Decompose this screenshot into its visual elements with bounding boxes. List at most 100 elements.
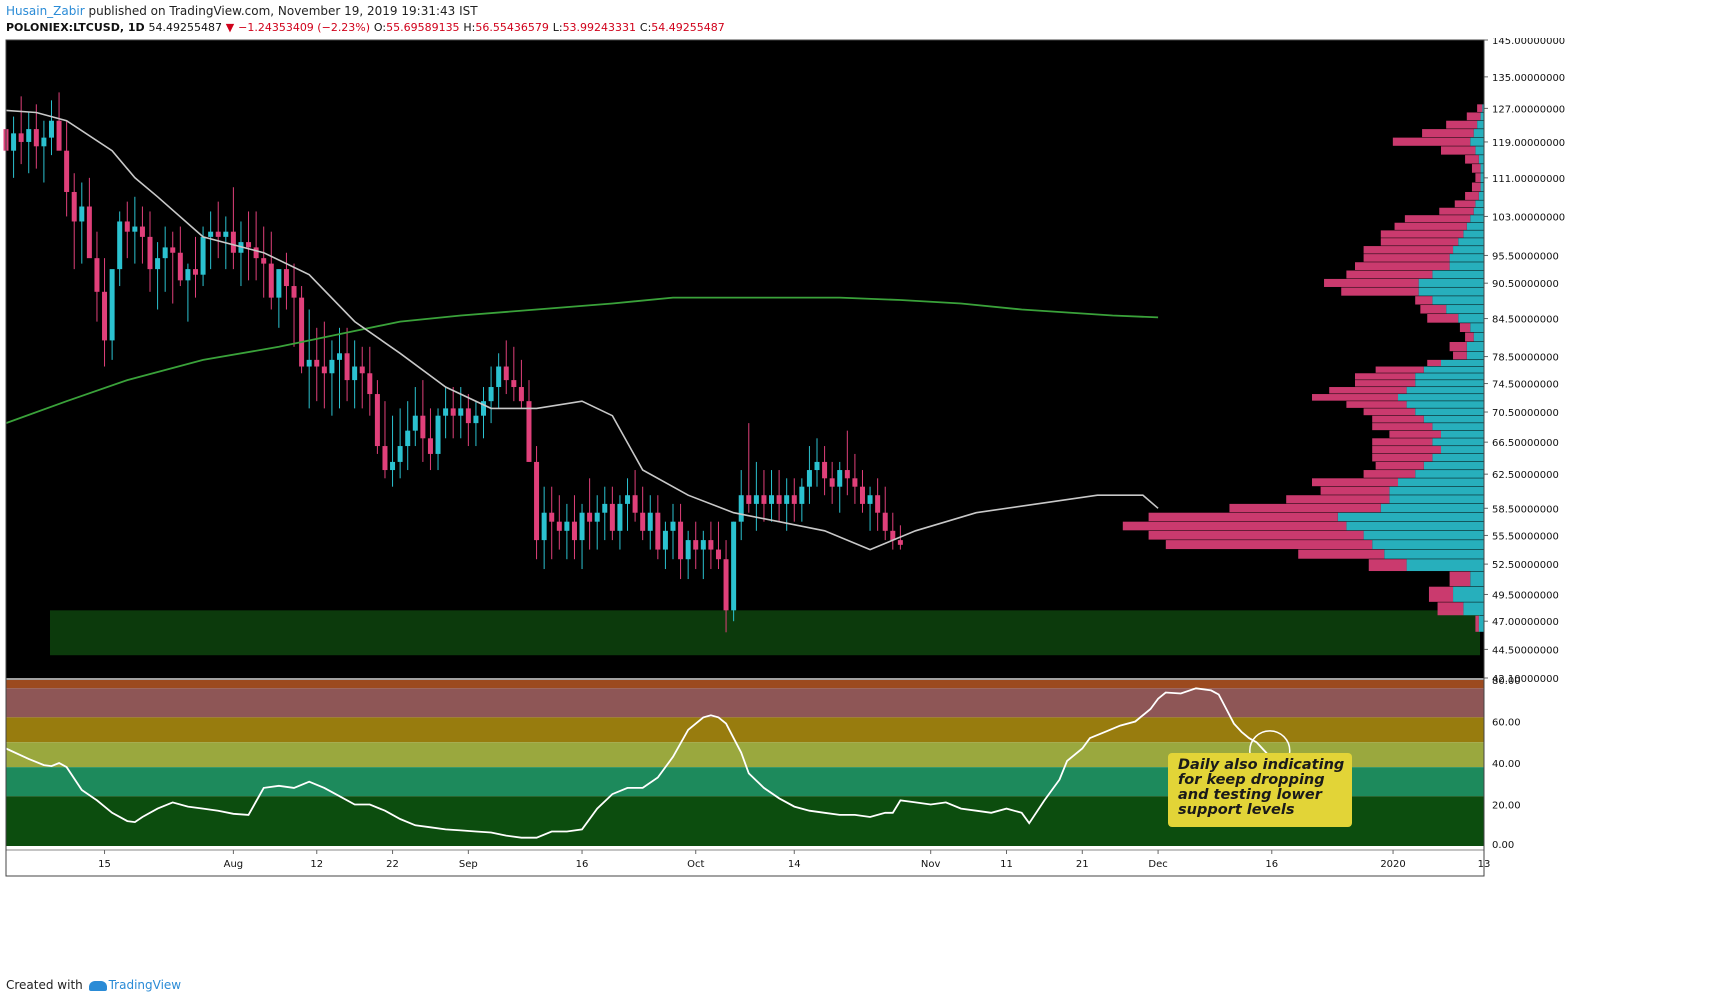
down-triangle-icon: ▼ — [225, 21, 235, 34]
volume-profile-bar-down — [1427, 359, 1441, 367]
price-tick-label: 111.00000000 — [1492, 174, 1565, 185]
candle-body — [503, 366, 509, 381]
author-link[interactable]: Husain_Zabir — [6, 4, 85, 18]
candle-body — [662, 530, 668, 550]
oscillator-tick-label: 80.00 — [1492, 676, 1521, 687]
candle-body — [177, 252, 183, 281]
candle-body — [405, 430, 411, 447]
volume-profile-bar-down — [1475, 615, 1479, 632]
date-tick-label: 21 — [1076, 859, 1089, 870]
candle-body — [185, 269, 191, 281]
candle-body — [382, 446, 388, 471]
candle-body — [488, 387, 494, 402]
volume-profile-bar-up — [1432, 296, 1484, 305]
volume-profile-bar-up — [1458, 314, 1484, 323]
low-label: L: — [552, 21, 563, 34]
candle-body — [253, 247, 259, 259]
candle-body — [549, 512, 555, 522]
open-value: 55.69589135 — [386, 21, 460, 34]
volume-profile-bar-down — [1459, 323, 1471, 332]
volume-profile-bar-up — [1473, 332, 1484, 342]
volume-profile-bar-up — [1432, 270, 1484, 279]
candle-body — [268, 263, 274, 298]
date-tick-label: 16 — [576, 859, 589, 870]
volume-profile-bar-down — [1465, 191, 1479, 200]
candle-body — [230, 231, 236, 253]
volume-profile-bar-up — [1389, 495, 1484, 504]
volume-profile-bar-up — [1473, 129, 1484, 138]
volume-profile-bar-up — [1406, 387, 1484, 394]
price-tick-label: 49.50000000 — [1492, 590, 1559, 601]
volume-profile-bar-down — [1346, 270, 1433, 279]
candle-body — [86, 206, 92, 259]
candle-body — [314, 359, 320, 367]
candle-body — [715, 549, 721, 560]
volume-profile-bar-down — [1312, 478, 1398, 487]
date-tick-label: 11 — [1000, 859, 1013, 870]
volume-profile-bar-down — [1415, 296, 1433, 305]
volume-profile-bar-down — [1394, 222, 1467, 230]
candle-body — [48, 120, 54, 138]
candle-body — [94, 258, 100, 292]
oscillator-tick-label: 40.00 — [1492, 759, 1521, 770]
volume-profile-bar-up — [1384, 549, 1484, 559]
price-tick-label: 70.50000000 — [1492, 408, 1559, 419]
volume-profile-bar-up — [1470, 323, 1484, 332]
date-tick-label: Sep — [459, 859, 478, 870]
candle-body — [458, 408, 464, 416]
volume-profile-bar-down — [1122, 521, 1347, 531]
tradingview-link[interactable]: TradingView — [108, 978, 182, 992]
candle-body — [731, 521, 737, 611]
volume-profile-bar-down — [1346, 401, 1407, 408]
candle-body — [41, 137, 47, 147]
candle-body — [723, 559, 729, 611]
oscillator-tick-label: 20.00 — [1492, 801, 1521, 812]
price-tick-label: 127.00000000 — [1492, 104, 1565, 115]
candle-body — [564, 521, 570, 531]
candle-body — [617, 503, 623, 531]
volume-profile-bar-up — [1423, 461, 1484, 470]
volume-profile-bar-up — [1470, 215, 1484, 223]
price-tick-label: 62.50000000 — [1492, 470, 1559, 481]
volume-profile-bar-up — [1398, 478, 1484, 487]
date-tick-label: 22 — [386, 859, 399, 870]
price-chart[interactable]: 145.00000000 135.00000000 127.00000000 119.… — [0, 38, 1722, 976]
oscillator-line — [5, 687, 1273, 839]
volume-profile-bar-up — [1423, 415, 1484, 423]
volume-profile-bar-up — [1466, 341, 1484, 352]
volume-profile-bar-up — [1449, 254, 1484, 262]
volume-profile-bar-down — [1471, 182, 1481, 192]
volume-profile-bar-up — [1441, 430, 1484, 438]
close-value: 54.49255487 — [651, 21, 725, 34]
volume-profile-bar-down — [1446, 120, 1478, 129]
volume-profile — [1122, 104, 1484, 632]
support-zone — [50, 610, 1480, 656]
volume-profile-bar-down — [1465, 155, 1479, 164]
candle-body — [450, 408, 456, 416]
annotation-text-line: Daily also indicating — [1178, 757, 1344, 773]
candle-body — [481, 401, 487, 416]
candle-body — [344, 353, 350, 381]
annotation-box — [1168, 753, 1352, 827]
volume-profile-bar-down — [1475, 173, 1481, 183]
volume-profile-bar-down — [1372, 415, 1424, 423]
volume-profile-bar-down — [1329, 387, 1407, 394]
candle-body — [625, 495, 631, 504]
price-tick-label: 78.50000000 — [1492, 353, 1559, 364]
date-tick-label: Aug — [224, 859, 244, 870]
volume-profile-bar-down — [1372, 438, 1433, 446]
volume-profile-bar-down — [1363, 470, 1416, 478]
volume-profile-bar-down — [1454, 200, 1476, 208]
volume-profile-bar-down — [1324, 278, 1419, 287]
volume-profile-bar-up — [1389, 486, 1484, 495]
volume-profile-bar-up — [1466, 222, 1484, 230]
candle-body — [261, 258, 267, 264]
volume-profile-bar-down — [1420, 305, 1447, 314]
candle-body — [746, 495, 752, 504]
date-tick-label: 2020 — [1380, 859, 1405, 870]
symbol-name: POLONIEX:LTCUSD, 1D — [6, 21, 145, 34]
volume-profile-bar-down — [1392, 137, 1471, 146]
candle-body — [147, 236, 153, 270]
candle-body — [655, 512, 661, 550]
symbol-legend: POLONIEX:LTCUSD, 1D 54.49255487 ▼ −1.243… — [6, 21, 725, 34]
